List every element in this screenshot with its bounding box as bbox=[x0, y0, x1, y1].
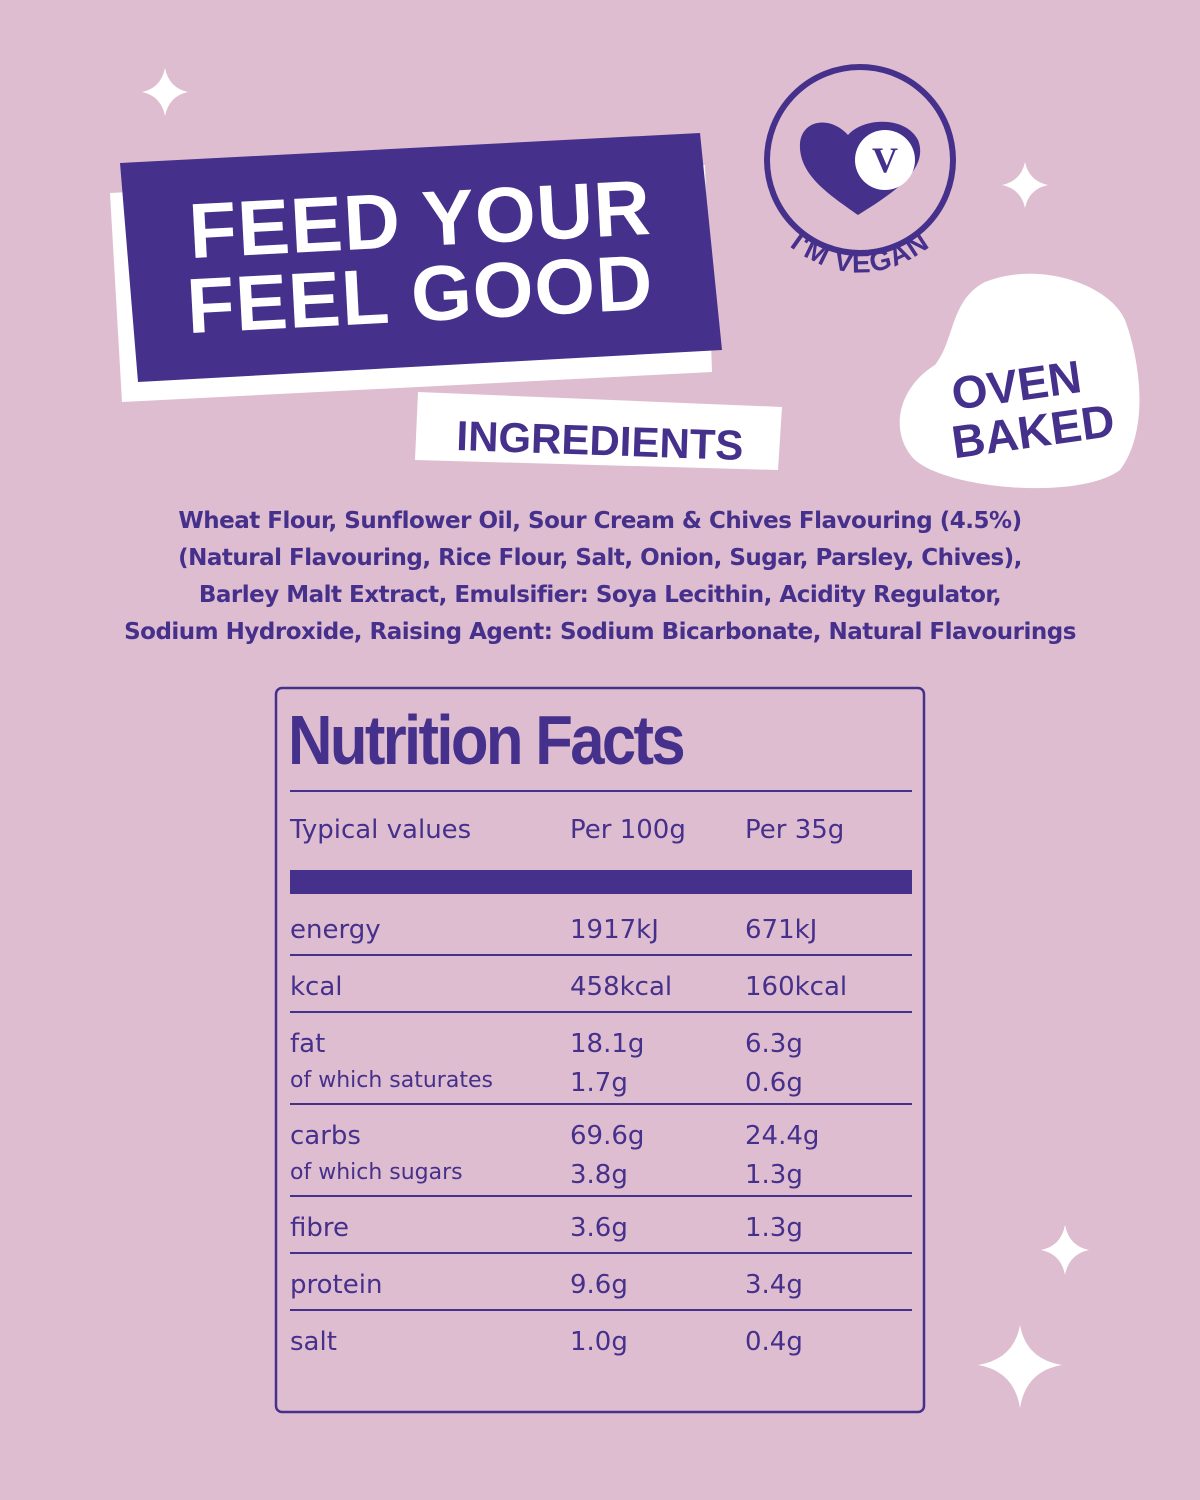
nutrient-value: 6.3g bbox=[745, 1029, 803, 1059]
vegan-letter: V bbox=[872, 140, 898, 180]
nutrient-name: salt bbox=[290, 1327, 337, 1357]
ingredient-line: Wheat Flour, Sunflower Oil, Sour Cream &… bbox=[178, 508, 1022, 534]
nutrient-value: 18.1g bbox=[570, 1029, 645, 1059]
nutrient-name: kcal bbox=[290, 972, 343, 1002]
nutrient-value: 69.6g bbox=[570, 1121, 645, 1151]
sparkles bbox=[142, 68, 1089, 1408]
nutrient-value: 671kJ bbox=[745, 915, 818, 945]
rule bbox=[290, 954, 912, 956]
nutrient-value: 1.3g bbox=[745, 1213, 803, 1243]
vegan-label-path: I'M VEGAN bbox=[786, 225, 934, 278]
nutrient-name: fibre bbox=[290, 1213, 349, 1243]
title-box bbox=[120, 133, 722, 382]
column-header: Per 35g bbox=[745, 815, 845, 845]
nutrient-name: of which sugars bbox=[290, 1160, 463, 1185]
nutrition-box bbox=[274, 686, 926, 1414]
oven-blob bbox=[899, 273, 1140, 489]
ingredients-heading: INGREDIENTS bbox=[456, 412, 744, 469]
rule bbox=[290, 1011, 912, 1013]
vegan-circle bbox=[764, 64, 956, 256]
ingredients-box bbox=[415, 392, 782, 470]
rule bbox=[290, 1252, 912, 1254]
nutrient-name: carbs bbox=[290, 1121, 361, 1151]
nutrient-name: fat bbox=[290, 1029, 326, 1059]
nutrient-name: protein bbox=[290, 1270, 383, 1300]
nutrient-value: 9.6g bbox=[570, 1270, 628, 1300]
column-header: Typical values bbox=[290, 815, 472, 845]
rule bbox=[290, 1103, 912, 1105]
nutrition-title: Nutrition Facts bbox=[288, 701, 686, 779]
nutrient-name: energy bbox=[290, 915, 381, 945]
nutrient-value: 3.4g bbox=[745, 1270, 803, 1300]
ingredient-line: (Natural Flavouring, Rice Flour, Salt, O… bbox=[178, 545, 1022, 571]
column-header: Per 100g bbox=[570, 815, 686, 845]
rule bbox=[290, 1309, 912, 1311]
nutrient-value: 24.4g bbox=[745, 1121, 820, 1151]
v-circle bbox=[855, 130, 915, 190]
header-bar bbox=[290, 870, 912, 894]
nutrient-value: 3.6g bbox=[570, 1213, 628, 1243]
nutrient-value: 1.3g bbox=[745, 1160, 803, 1190]
ingredient-line: Barley Malt Extract, Emulsifier: Soya Le… bbox=[198, 582, 1002, 608]
nutrient-value: 1.0g bbox=[570, 1327, 628, 1357]
rule bbox=[290, 1195, 912, 1197]
nutrient-value: 160kcal bbox=[745, 972, 848, 1002]
rule bbox=[290, 790, 912, 792]
nutrient-value: 3.8g bbox=[570, 1160, 628, 1190]
nutrient-value: 0.4g bbox=[745, 1327, 803, 1357]
ingredient-line: Sodium Hydroxide, Raising Agent: Sodium … bbox=[124, 619, 1076, 645]
vegan-label: I'M VEGAN bbox=[786, 225, 935, 278]
nutrient-value: 0.6g bbox=[745, 1068, 803, 1098]
nutrient-value: 1.7g bbox=[570, 1068, 628, 1098]
nutrient-value: 458kcal bbox=[570, 972, 673, 1002]
nutrient-value: 1917kJ bbox=[570, 915, 659, 945]
nutrient-name: of which saturates bbox=[290, 1068, 493, 1093]
